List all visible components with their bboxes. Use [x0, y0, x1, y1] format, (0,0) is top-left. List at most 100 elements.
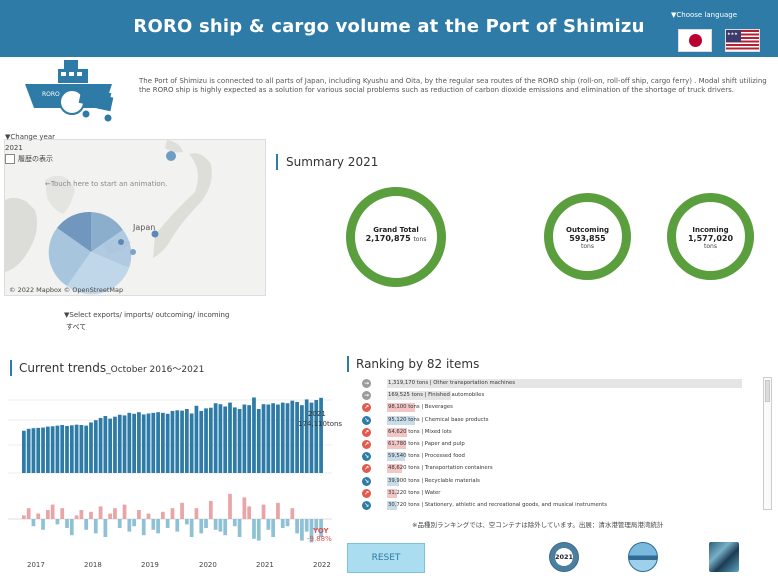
trend-bar[interactable] [170, 410, 175, 473]
yoy-bar[interactable] [79, 510, 84, 519]
yoy-bar[interactable] [84, 519, 89, 530]
trend-bar[interactable] [22, 430, 26, 473]
trend-bar[interactable] [223, 406, 228, 473]
yoy-bar[interactable] [89, 511, 93, 519]
ranking-row[interactable]: ↘ 30,720 tons | Stationery, athletic and … [362, 500, 752, 512]
trend-bar[interactable] [213, 403, 218, 473]
trend-bar[interactable] [271, 403, 276, 473]
trend-bar[interactable] [184, 409, 189, 473]
yoy-bar[interactable] [146, 513, 151, 519]
ranking-list[interactable]: → 1,319,170 tons | Other transportation m… [362, 378, 752, 512]
trend-bar[interactable] [194, 405, 199, 473]
yoy-bar[interactable] [223, 519, 228, 536]
trend-bar[interactable] [165, 413, 170, 473]
checkbox-box[interactable] [5, 154, 15, 164]
trend-bar[interactable] [309, 402, 314, 473]
history-checkbox[interactable]: 履歴の表示 [5, 154, 53, 164]
yoy-bar[interactable] [184, 519, 189, 525]
reset-button[interactable]: RESET [347, 543, 425, 573]
yoy-bar[interactable] [285, 519, 290, 527]
trend-bar[interactable] [98, 417, 103, 473]
ranking-row[interactable]: → 1,319,170 tons | Other transportation m… [362, 378, 752, 390]
trend-bar[interactable] [108, 418, 113, 473]
yoy-bar[interactable] [242, 497, 247, 519]
trend-bar[interactable] [79, 425, 84, 473]
yoy-bar[interactable] [161, 511, 165, 519]
map-animation-hint[interactable]: ←Touch here to start an animation. [45, 180, 168, 188]
yoy-bar[interactable] [69, 519, 74, 536]
yoy-bar[interactable] [271, 519, 276, 537]
yoy-bar[interactable] [208, 501, 213, 519]
scrollbar-thumb[interactable] [765, 380, 770, 402]
yoy-bar[interactable] [304, 519, 309, 532]
yoy-bar[interactable] [237, 519, 242, 537]
trend-bar[interactable] [113, 416, 117, 473]
change-year-label[interactable]: ▼Change year [5, 133, 56, 141]
ship-photo-icon[interactable] [709, 542, 739, 572]
select-type-value[interactable]: すべて [66, 323, 87, 331]
yoy-bar[interactable] [218, 519, 223, 532]
trend-bar[interactable] [256, 409, 261, 473]
ranking-row[interactable]: ↗ 98,100 tons | Beverages [362, 402, 752, 414]
ranking-scrollbar[interactable] [763, 377, 772, 510]
yoy-bar[interactable] [319, 519, 323, 537]
japan-flag-icon[interactable] [678, 29, 712, 52]
trend-bar[interactable] [127, 412, 132, 473]
trend-bar[interactable] [60, 425, 65, 473]
trend-bar[interactable] [300, 405, 304, 473]
trend-bar[interactable] [319, 397, 323, 473]
yoy-bar[interactable] [247, 506, 252, 519]
trend-bar[interactable] [156, 412, 160, 473]
trend-bar[interactable] [122, 415, 127, 473]
yoy-bar[interactable] [199, 519, 204, 534]
yoy-bar[interactable] [141, 519, 146, 536]
trend-bar[interactable] [242, 404, 247, 473]
yoy-bar[interactable] [36, 513, 41, 519]
yoy-bar[interactable] [22, 515, 26, 519]
us-flag-icon[interactable] [725, 29, 760, 52]
yoy-bar[interactable] [156, 519, 160, 534]
yoy-bar[interactable] [103, 519, 108, 537]
trend-bar[interactable] [218, 404, 223, 473]
trend-bar[interactable] [132, 413, 136, 473]
trend-bar[interactable] [247, 405, 252, 473]
trend-bar[interactable] [304, 399, 309, 473]
trend-bar[interactable] [290, 400, 295, 473]
trend-bar[interactable] [199, 410, 204, 473]
yoy-bar[interactable] [189, 519, 194, 537]
ranking-row[interactable]: ↗ 48,620 tons | Transportation containers [362, 463, 752, 475]
ranking-row[interactable]: ↘ 59,540 tons | Processed food [362, 451, 752, 463]
yoy-bar[interactable] [132, 519, 136, 527]
yoy-bar[interactable] [194, 508, 199, 519]
yoy-bar[interactable] [309, 519, 314, 543]
trend-bar[interactable] [261, 404, 266, 473]
yoy-bar[interactable] [180, 502, 184, 519]
trend-bar[interactable] [151, 412, 156, 473]
ranking-row[interactable]: ↗ 64,620 tons | Mixed lots [362, 427, 752, 439]
yoy-bar[interactable] [295, 519, 299, 534]
yoy-bar[interactable] [228, 493, 232, 519]
yoy-bar[interactable] [276, 502, 280, 519]
yoy-bar[interactable] [204, 519, 208, 528]
trend-bar[interactable] [117, 414, 122, 473]
trend-bar[interactable] [45, 426, 50, 473]
yoy-bar[interactable] [26, 508, 31, 519]
yoy-bar[interactable] [266, 519, 271, 530]
yoy-bar[interactable] [41, 519, 45, 530]
yoy-bar[interactable] [55, 519, 60, 525]
trend-bar[interactable] [276, 404, 280, 473]
trend-bar[interactable] [189, 413, 194, 473]
trend-bar[interactable] [50, 426, 55, 473]
yoy-bar[interactable] [113, 508, 117, 519]
yoy-bar[interactable] [280, 519, 285, 528]
yoy-bar[interactable] [93, 519, 98, 534]
trend-bar[interactable] [74, 424, 79, 473]
trend-bar[interactable] [31, 428, 36, 473]
yoy-bar[interactable] [213, 519, 218, 530]
trend-bar[interactable] [266, 404, 271, 473]
yoy-bar[interactable] [252, 519, 256, 539]
trend-bar[interactable] [204, 408, 208, 473]
trend-bar[interactable] [137, 412, 141, 473]
yoy-bar[interactable] [165, 519, 170, 528]
year-2021-icon[interactable]: 2021 [549, 542, 579, 572]
